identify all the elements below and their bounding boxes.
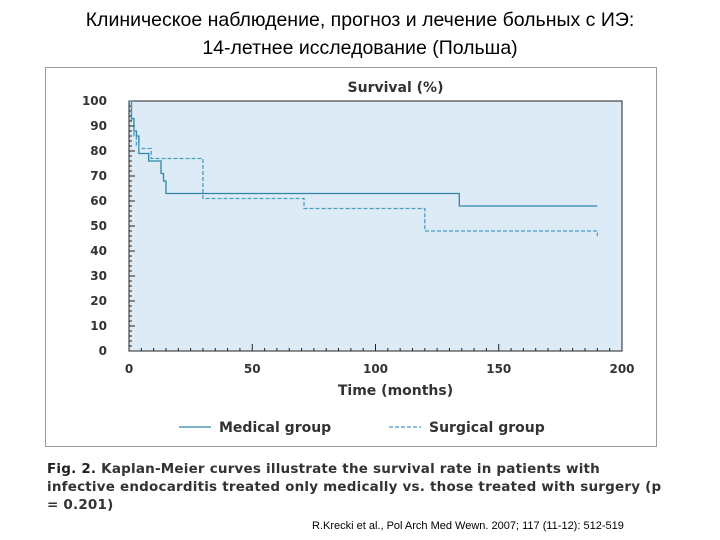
slide-title-line-1: Клиническое наблюдение, прогноз и лечени… [85, 9, 635, 31]
y-tick-label: 90 [90, 119, 107, 133]
y-tick-label: 40 [90, 244, 107, 258]
x-tick-label: 0 [125, 362, 133, 376]
legend-entry: Medical group [219, 420, 331, 436]
x-tick-label: 150 [486, 362, 511, 376]
y-tick-label: 10 [90, 319, 107, 333]
x-tick-label: 50 [244, 362, 261, 376]
y-tick-label: 70 [90, 169, 107, 183]
x-tick-label: 200 [609, 362, 634, 376]
citation: R.Krecki et al., Pol Arch Med Wewn. 2007… [312, 520, 624, 532]
x-tick-label: 100 [363, 362, 388, 376]
legend-entry: Surgical group [429, 420, 545, 436]
caption-label: Fig. 2. [47, 461, 97, 477]
figure-panel: Survival (%) 0 10 20 30 40 50 60 70 80 90 100 0 50 100… [45, 67, 657, 447]
figure-caption: Fig. 2. Kaplan-Meier curves illustrate t… [47, 460, 667, 514]
y-tick-label: 100 [82, 94, 107, 108]
slide-title-line-2: 14-летнее исследование (Польша) [202, 37, 518, 59]
survival-chart: Survival (%) 0 10 20 30 40 50 60 70 80 90 100 0 50 100… [82, 80, 635, 436]
y-tick-label: 0 [99, 344, 107, 358]
y-tick-label: 80 [90, 144, 107, 158]
slide-title: Клиническое наблюдение, прогноз и лечени… [0, 6, 720, 62]
y-tick-label: 50 [90, 219, 107, 233]
y-tick-label: 20 [90, 294, 107, 308]
chart-title: Survival (%) [348, 80, 444, 96]
y-tick-label: 30 [90, 269, 107, 283]
plot-area [128, 100, 623, 352]
y-tick-label: 60 [90, 194, 107, 208]
x-axis-label: Time (months) [338, 383, 453, 399]
caption-text: Kaplan-Meier curves illustrate the survi… [47, 461, 662, 513]
series-line-surgical-group [129, 100, 598, 236]
